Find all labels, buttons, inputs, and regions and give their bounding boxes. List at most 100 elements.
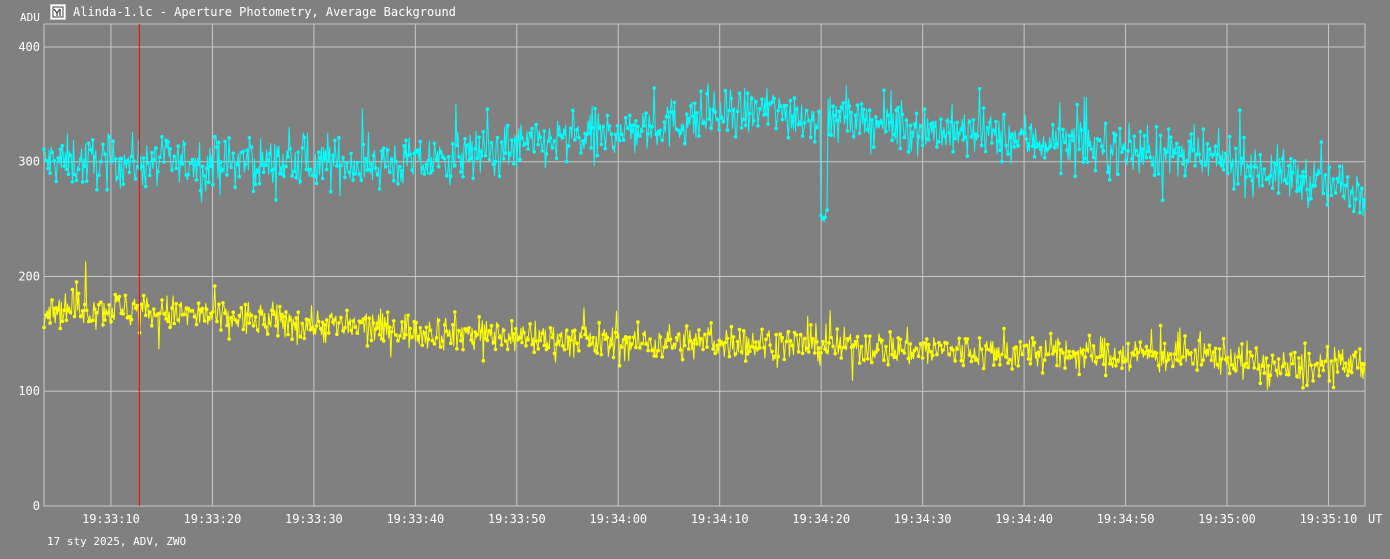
data-point (1352, 353, 1356, 357)
data-point (591, 125, 595, 130)
data-point (585, 336, 589, 340)
data-point (831, 104, 835, 108)
data-point (1093, 168, 1098, 173)
data-point (1362, 362, 1366, 366)
data-point (843, 345, 848, 350)
data-point (1354, 350, 1358, 354)
data-point (487, 328, 492, 333)
data-point (571, 108, 575, 113)
data-point (172, 154, 176, 159)
data-point (922, 341, 927, 345)
data-point (298, 179, 303, 184)
data-point (194, 178, 199, 182)
data-point (1089, 354, 1094, 358)
data-point (282, 174, 286, 179)
data-point (1042, 155, 1047, 160)
data-point (1020, 352, 1025, 357)
data-point (1295, 374, 1299, 379)
data-point (1130, 157, 1134, 161)
data-point (737, 327, 742, 332)
data-point (1132, 353, 1136, 357)
data-point (644, 111, 648, 115)
data-point (599, 142, 604, 147)
data-point (331, 153, 335, 158)
data-point (939, 117, 943, 121)
data-point (711, 347, 715, 351)
data-point (1116, 172, 1120, 177)
data-point (353, 172, 358, 176)
data-point (261, 322, 266, 327)
data-point (253, 182, 258, 187)
data-point (145, 161, 150, 165)
data-point (1051, 122, 1055, 127)
data-point (383, 164, 388, 169)
data-point (1171, 154, 1175, 159)
data-point (343, 325, 347, 330)
data-point (182, 142, 187, 146)
data-point (941, 348, 945, 352)
data-point (888, 120, 892, 125)
data-point (1173, 352, 1177, 357)
data-point (1215, 363, 1220, 367)
data-point (1335, 370, 1340, 374)
data-point (1246, 164, 1250, 169)
data-point (237, 174, 242, 179)
data-point (247, 136, 252, 140)
data-point (213, 284, 217, 288)
data-point (1238, 355, 1242, 359)
data-point (1061, 350, 1065, 355)
data-point (95, 187, 99, 192)
data-point (837, 344, 841, 349)
data-point (920, 356, 925, 360)
data-point (684, 112, 689, 116)
data-point (957, 131, 961, 136)
data-point (560, 344, 565, 348)
data-point (1272, 360, 1277, 365)
data-point (1032, 340, 1037, 345)
data-point (1260, 183, 1265, 188)
data-point (363, 156, 368, 161)
data-point (904, 118, 909, 122)
data-point (499, 140, 504, 144)
data-point (802, 121, 807, 125)
data-point (1250, 354, 1254, 358)
data-point (1201, 127, 1206, 131)
data-point (1305, 383, 1309, 388)
data-point (745, 351, 750, 356)
data-point (1240, 342, 1244, 346)
data-point (129, 154, 134, 159)
data-point (754, 99, 758, 104)
data-point (479, 149, 484, 153)
data-point (811, 337, 815, 341)
data-point (204, 307, 209, 312)
data-point (121, 312, 126, 316)
data-point (1166, 357, 1171, 362)
data-point (542, 343, 547, 348)
data-point (491, 162, 496, 167)
data-point (186, 172, 191, 177)
data-point (1114, 363, 1118, 368)
x-tick-labels: 19:33:10 19:33:20 19:33:30 19:33:40 19:33:50… (82, 512, 1357, 526)
data-point (1073, 174, 1077, 178)
data-point (1053, 349, 1057, 353)
data-point (739, 350, 744, 354)
data-point (967, 120, 972, 124)
data-point (1140, 147, 1145, 152)
x-tick-label: 19:34:50 (1097, 512, 1155, 526)
data-point (603, 146, 608, 151)
data-point (479, 329, 484, 334)
data-point (678, 348, 683, 352)
data-point (983, 344, 988, 348)
data-point (1083, 355, 1088, 359)
data-point (223, 311, 227, 316)
data-point (794, 107, 799, 111)
data-point (729, 324, 734, 329)
data-point (249, 313, 254, 318)
data-point (1215, 152, 1220, 157)
data-point (455, 346, 459, 351)
data-point (676, 332, 681, 337)
data-point (1207, 343, 1212, 348)
data-point (711, 108, 715, 112)
data-point (495, 135, 500, 140)
data-point (760, 327, 764, 332)
